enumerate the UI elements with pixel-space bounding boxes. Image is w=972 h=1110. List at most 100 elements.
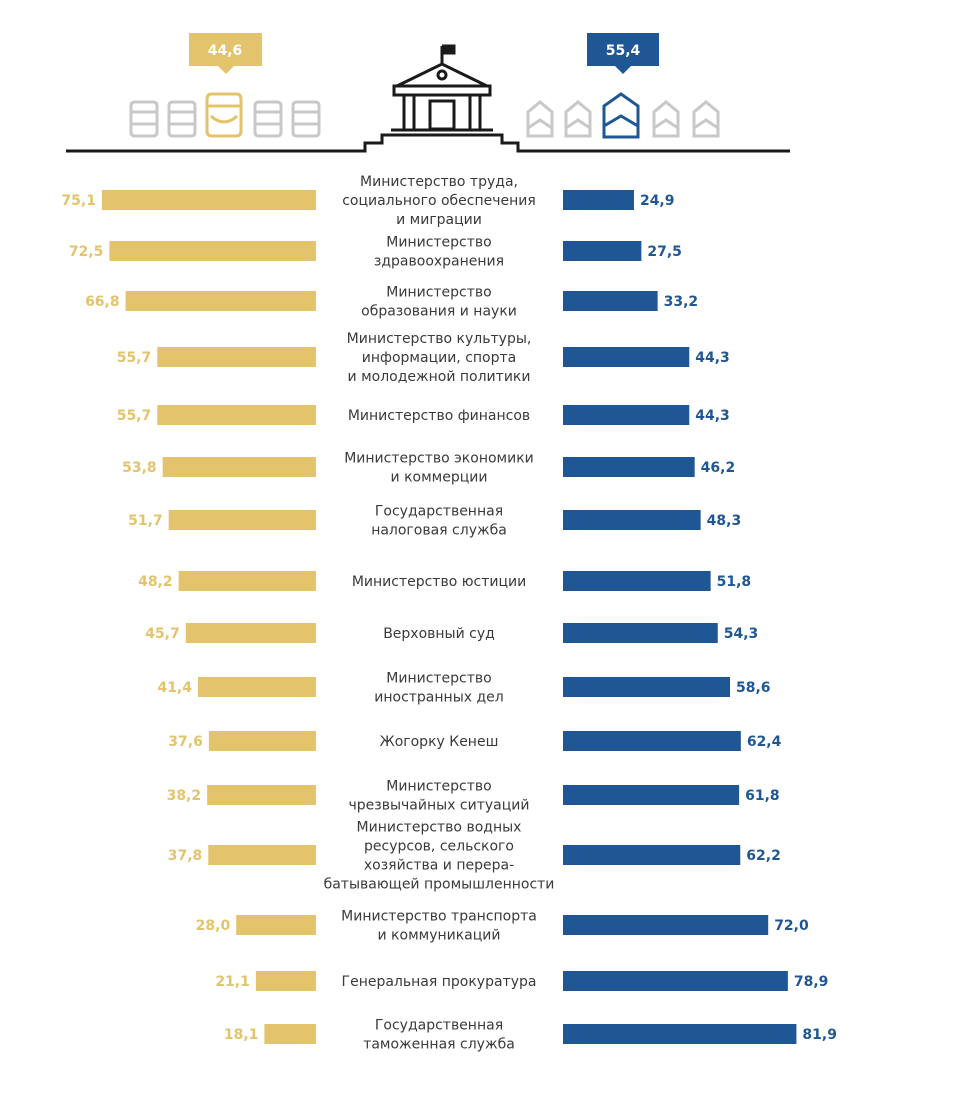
category-label: налоговая служба bbox=[371, 523, 507, 539]
bar-row: 41,4 58,6 Министерство иностранных дел bbox=[157, 671, 770, 706]
category-label: социального обеспечения bbox=[342, 193, 536, 209]
bar-row: 53,8 46,2 Министерство экономики и коммерци… bbox=[122, 451, 735, 486]
category-label: Министерство юстиции bbox=[352, 574, 526, 590]
right-value-label: 44,3 bbox=[695, 408, 730, 424]
left-bar bbox=[236, 915, 316, 935]
category-label: здравоохранения bbox=[374, 254, 504, 270]
category-label: Министерство водных bbox=[357, 820, 522, 836]
category-label: информации, спорта bbox=[362, 350, 516, 366]
left-bar bbox=[208, 845, 316, 865]
cup-icon bbox=[167, 100, 197, 138]
category-label: Государственная bbox=[375, 1018, 503, 1034]
category-label: и миграции bbox=[396, 212, 482, 228]
left-value-label: 66,8 bbox=[85, 294, 120, 310]
right-bar bbox=[563, 915, 769, 935]
left-bar bbox=[178, 571, 316, 591]
left-value-label: 53,8 bbox=[122, 460, 157, 476]
right-bar bbox=[563, 571, 711, 591]
bar-row: 75,1 24,9 Министерство труда, социального о… bbox=[61, 174, 674, 228]
right-bar bbox=[563, 677, 731, 697]
right-bar bbox=[563, 190, 634, 210]
category-label: Министерство bbox=[386, 779, 491, 795]
left-value-label: 41,4 bbox=[157, 680, 192, 696]
left-bar bbox=[109, 241, 316, 261]
left-value-label: 28,0 bbox=[196, 918, 231, 934]
left-bar bbox=[255, 971, 316, 991]
helmet-icon bbox=[692, 100, 720, 138]
helmet-icon bbox=[564, 100, 592, 138]
category-label: иностранных дел bbox=[374, 690, 503, 706]
right-bar bbox=[563, 785, 740, 805]
bar-row: 18,1 81,9 Государственная таможенная служба bbox=[224, 1018, 837, 1053]
left-bar bbox=[162, 457, 316, 477]
left-value-label: 51,7 bbox=[128, 513, 163, 529]
right-value-label: 24,9 bbox=[640, 193, 675, 209]
category-label: Министерство транспорта bbox=[341, 909, 537, 925]
bar-row: 45,7 54,3 Верховный суд bbox=[145, 623, 758, 643]
category-label: таможенная служба bbox=[363, 1037, 515, 1053]
cup-icon bbox=[129, 100, 159, 138]
right-value-label: 48,3 bbox=[707, 513, 742, 529]
bar-row: 37,8 62,2 Министерство водных ресурсов, сел… bbox=[168, 820, 781, 893]
right-bar bbox=[563, 347, 690, 367]
category-label: чрезвычайных ситуаций bbox=[349, 798, 530, 814]
category-label: и коммуникаций bbox=[378, 928, 501, 944]
helmet-icon bbox=[652, 100, 680, 138]
category-label: батывающей промышленности bbox=[324, 877, 555, 893]
category-label: и коммерции bbox=[391, 470, 488, 486]
left-summary-badge: 44,6 bbox=[189, 33, 262, 74]
category-label: Министерство экономики bbox=[344, 451, 534, 467]
left-value-label: 55,7 bbox=[117, 408, 152, 424]
right-bar bbox=[563, 510, 701, 530]
left-icon-group bbox=[129, 92, 321, 138]
helmet-icon-highlighted bbox=[602, 92, 640, 139]
left-value-label: 45,7 bbox=[145, 626, 180, 642]
category-label: Генеральная прокуратура bbox=[342, 974, 537, 990]
right-value-label: 62,4 bbox=[747, 734, 782, 750]
right-bar bbox=[563, 241, 642, 261]
left-value-label: 72,5 bbox=[69, 244, 104, 260]
left-bar bbox=[208, 731, 316, 751]
category-label: хозяйства и перера- bbox=[364, 858, 514, 874]
left-value-label: 55,7 bbox=[117, 350, 152, 366]
right-value-label: 62,2 bbox=[746, 848, 781, 864]
right-bar bbox=[563, 405, 690, 425]
right-summary-badge: 55,4 bbox=[587, 33, 659, 74]
left-value-label: 37,8 bbox=[168, 848, 203, 864]
right-value-label: 33,2 bbox=[664, 294, 699, 310]
right-value-label: 81,9 bbox=[802, 1027, 837, 1043]
left-value-label: 48,2 bbox=[138, 574, 173, 590]
category-label: Министерство bbox=[386, 235, 491, 251]
cup-icon bbox=[253, 100, 283, 138]
bar-row: 38,2 61,8 Министерство чрезвычайных ситуаци… bbox=[167, 779, 780, 814]
category-label: и молодежной политики bbox=[348, 369, 531, 385]
left-value-label: 18,1 bbox=[224, 1027, 259, 1043]
right-value-label: 46,2 bbox=[701, 460, 736, 476]
left-bar bbox=[207, 785, 316, 805]
right-bar bbox=[563, 291, 658, 311]
cup-icon-highlighted bbox=[205, 92, 243, 138]
bar-row: 21,1 78,9 Генеральная прокуратура bbox=[215, 971, 828, 991]
right-bar bbox=[563, 623, 718, 643]
left-bar bbox=[168, 510, 316, 530]
left-bar bbox=[198, 677, 316, 697]
left-bar bbox=[185, 623, 316, 643]
bar-row: 66,8 33,2 Министерство образования и науки bbox=[85, 285, 698, 320]
right-bar bbox=[563, 971, 788, 991]
right-value-label: 51,8 bbox=[717, 574, 752, 590]
left-value-label: 75,1 bbox=[61, 193, 96, 209]
left-bar bbox=[101, 190, 316, 210]
bar-rows: 75,1 24,9 Министерство труда, социального о… bbox=[61, 174, 837, 1053]
right-value-label: 78,9 bbox=[794, 974, 829, 990]
government-building-icon bbox=[66, 44, 790, 153]
category-label: Верховный суд bbox=[383, 626, 495, 642]
category-label: ресурсов, сельского bbox=[364, 839, 514, 855]
right-bar bbox=[563, 457, 695, 477]
bar-row: 55,7 44,3 Министерство культуры, информации… bbox=[117, 331, 730, 385]
left-bar bbox=[125, 291, 317, 311]
cup-icon bbox=[291, 100, 321, 138]
left-bar bbox=[264, 1024, 316, 1044]
category-label: Министерство финансов bbox=[348, 408, 530, 424]
bar-row: 55,7 44,3 Министерство финансов bbox=[117, 405, 730, 425]
